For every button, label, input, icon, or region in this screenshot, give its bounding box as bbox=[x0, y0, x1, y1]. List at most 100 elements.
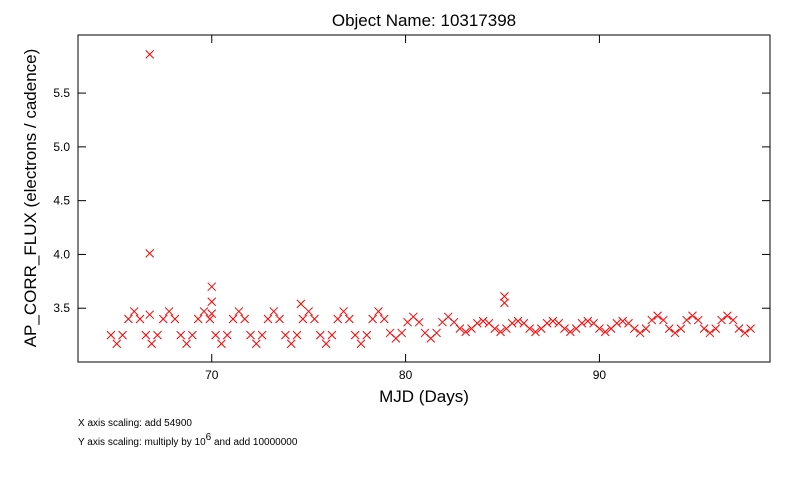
data-point bbox=[345, 314, 354, 324]
data-point bbox=[296, 299, 306, 309]
data-point bbox=[670, 328, 680, 338]
data-point bbox=[490, 324, 500, 334]
data-point bbox=[112, 339, 122, 349]
x-tick-label: 80 bbox=[399, 368, 413, 382]
data-point bbox=[507, 318, 517, 328]
y-tick-label: 5.0 bbox=[53, 140, 70, 154]
data-point bbox=[135, 314, 145, 324]
data-point bbox=[298, 314, 308, 324]
data-point bbox=[461, 327, 471, 337]
data-point bbox=[124, 314, 133, 324]
data-point bbox=[234, 307, 244, 316]
data-point bbox=[222, 330, 232, 340]
x-scaling-note: X axis scaling: add 54900 bbox=[78, 418, 192, 429]
data-point bbox=[356, 339, 366, 349]
data-point bbox=[565, 327, 575, 337]
data-point bbox=[240, 314, 250, 324]
data-point bbox=[217, 339, 226, 349]
data-point bbox=[321, 339, 331, 349]
data-point bbox=[496, 327, 505, 337]
y-tick-label: 4.0 bbox=[53, 247, 70, 261]
data-point bbox=[207, 282, 217, 292]
data-point bbox=[251, 339, 261, 349]
data-point bbox=[688, 311, 697, 321]
data-point bbox=[379, 314, 389, 324]
data-point bbox=[472, 318, 482, 328]
data-point bbox=[629, 324, 639, 334]
note-superscript: 6 bbox=[206, 432, 212, 443]
data-point bbox=[339, 307, 348, 316]
data-point bbox=[257, 330, 267, 340]
data-point bbox=[310, 314, 319, 324]
data-point bbox=[118, 330, 127, 340]
data-point bbox=[478, 316, 488, 326]
data-point bbox=[548, 316, 558, 326]
data-point bbox=[583, 316, 593, 326]
chart-title: Object Name: 10317398 bbox=[332, 11, 516, 30]
data-point bbox=[170, 314, 180, 324]
data-point bbox=[595, 324, 604, 334]
data-point bbox=[728, 315, 738, 325]
data-point bbox=[414, 317, 424, 327]
data-point bbox=[199, 307, 209, 316]
data-point bbox=[397, 328, 407, 338]
data-point bbox=[147, 339, 157, 349]
data-point bbox=[525, 324, 534, 334]
data-point bbox=[193, 314, 203, 324]
data-point bbox=[682, 315, 692, 325]
data-point bbox=[164, 307, 174, 316]
data-point bbox=[734, 324, 744, 334]
data-point bbox=[153, 330, 162, 340]
x-tick-label: 70 bbox=[205, 368, 219, 382]
data-point bbox=[176, 330, 186, 340]
data-point bbox=[618, 316, 628, 326]
x-tick-label: 90 bbox=[593, 368, 607, 382]
data-point bbox=[207, 309, 217, 318]
data-point bbox=[746, 324, 755, 334]
y-tick-label: 5.5 bbox=[53, 86, 70, 100]
data-point bbox=[717, 315, 726, 325]
data-point bbox=[647, 315, 657, 325]
data-point bbox=[664, 324, 674, 334]
data-point bbox=[292, 330, 302, 340]
data-point bbox=[327, 330, 337, 340]
data-point bbox=[432, 328, 441, 338]
data-point bbox=[145, 50, 155, 59]
x-axis-label: MJD (Days) bbox=[379, 387, 469, 406]
data-point bbox=[641, 324, 651, 334]
data-point bbox=[145, 310, 155, 320]
data-point bbox=[228, 314, 238, 324]
data-point bbox=[600, 327, 610, 337]
plot-frame bbox=[77, 34, 771, 363]
data-point bbox=[577, 318, 587, 328]
data-point bbox=[705, 328, 715, 338]
data-point bbox=[205, 314, 215, 324]
data-point bbox=[560, 324, 569, 334]
data-point bbox=[368, 314, 377, 324]
y-axis-label: AP_CORR_FLUX (electrons / cadence) bbox=[21, 49, 40, 348]
data-point bbox=[676, 324, 686, 334]
data-point bbox=[106, 330, 116, 340]
y-tick-label: 4.5 bbox=[53, 194, 70, 208]
data-point bbox=[286, 339, 296, 349]
data-point bbox=[333, 314, 343, 324]
data-point bbox=[455, 324, 465, 334]
data-point bbox=[513, 316, 523, 326]
data-point bbox=[612, 318, 622, 328]
data-point bbox=[542, 318, 552, 328]
data-point bbox=[207, 297, 217, 307]
data-point bbox=[740, 328, 750, 338]
data-point bbox=[129, 307, 139, 316]
data-point bbox=[350, 330, 360, 340]
data-point bbox=[269, 307, 279, 316]
data-point bbox=[711, 324, 721, 334]
data-point bbox=[145, 249, 155, 258]
data-point bbox=[500, 298, 509, 308]
data-point bbox=[693, 315, 703, 325]
data-point bbox=[188, 330, 197, 340]
data-point bbox=[141, 330, 151, 340]
data-point bbox=[699, 324, 709, 334]
y-tick-label: 3.5 bbox=[53, 301, 70, 315]
